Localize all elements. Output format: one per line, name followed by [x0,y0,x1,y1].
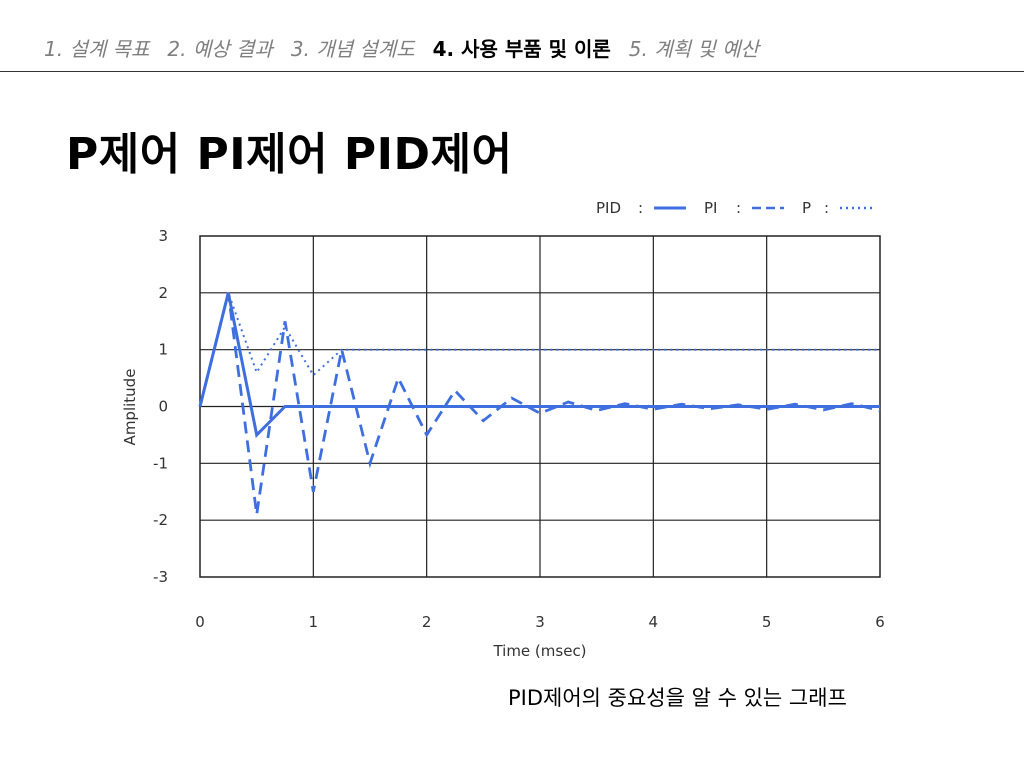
series-line-pi [198,292,881,515]
x-tick-label: 4 [649,613,659,631]
series-line-pid [198,292,880,438]
x-tick-label: 1 [309,613,319,631]
y-tick-labels: 3 2 1 0 -1 -2 -3 [153,227,168,586]
legend-separator: : [736,199,741,217]
y-tick-label: 1 [158,341,168,359]
chart-caption: PID제어의 중요성을 알 수 있는 그래프 [508,686,847,710]
top-navigation: 1. 설계 목표 2. 예상 결과 3. 개념 설계도 4. 사용 부품 및 이… [0,0,1024,72]
chart-legend: PID: PI: P: [596,199,872,217]
y-tick-label: 0 [158,398,168,416]
x-tick-label: 0 [195,613,205,631]
nav-item-concept-design[interactable]: 3. 개념 설계도 [290,37,415,61]
legend-label-pid: PID [596,199,621,217]
y-tick-label: -3 [153,568,168,586]
legend-separator: : [824,199,829,217]
y-tick-label: 2 [158,284,168,302]
y-tick-label: 3 [158,227,168,245]
chart-series [198,289,881,515]
x-tick-label: 3 [535,613,545,631]
x-tick-labels: 0 1 2 3 4 5 6 [195,613,885,631]
legend-label-pi: PI [704,199,717,217]
y-tick-label: -2 [153,511,168,529]
x-tick-label: 2 [422,613,432,631]
x-axis-label: Time (msec) [492,642,586,660]
legend-separator: : [638,199,643,217]
nav-item-plan-budget[interactable]: 5. 계획 및 예산 [628,37,759,61]
series-line-p [199,289,880,407]
amplitude-time-chart: PID: PI: P: 3 2 1 0 -1 -2 -3 0 1 2 3 4 5 6 Amplitude T… [121,199,885,660]
x-tick-label: 6 [875,613,885,631]
nav-item-parts-theory[interactable]: 4. 사용 부품 및 이론 [432,37,611,61]
nav-item-expected-result[interactable]: 2. 예상 결과 [167,37,273,61]
section-nav-list: 1. 설계 목표 2. 예상 결과 3. 개념 설계도 4. 사용 부품 및 이… [44,33,759,62]
nav-item-goal[interactable]: 1. 설계 목표 [44,37,150,61]
x-tick-label: 5 [762,613,772,631]
slide-title: P제어 PI제어 PID제어 [66,129,513,180]
y-axis-label: Amplitude [121,369,139,446]
legend-label-p: P [802,199,811,217]
y-tick-label: -1 [153,454,168,472]
